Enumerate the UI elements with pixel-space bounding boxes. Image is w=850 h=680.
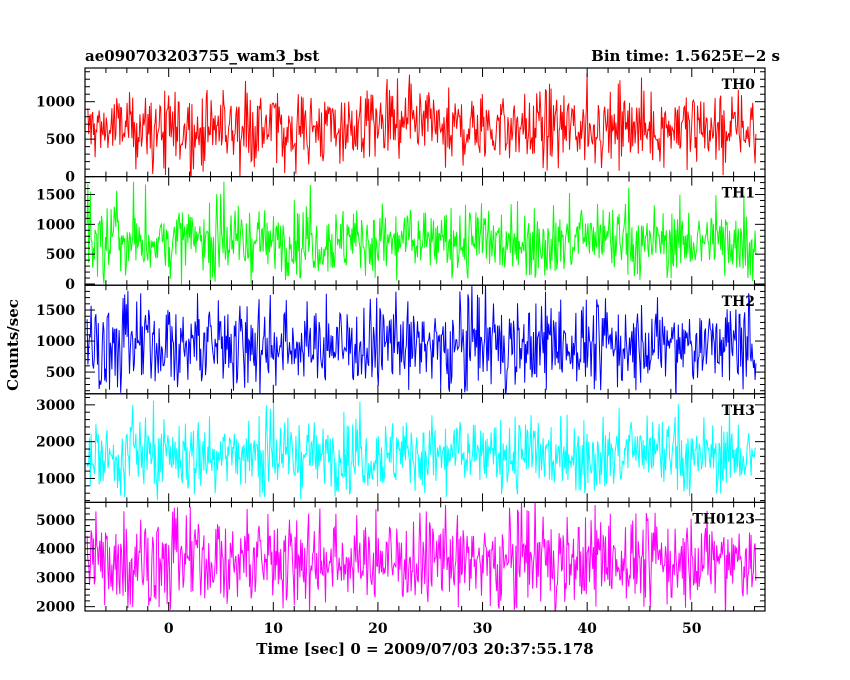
y-tick-label: 1000 (36, 471, 75, 487)
x-tick-label: 40 (577, 621, 597, 637)
series-th2 (86, 285, 757, 394)
y-tick-label: 1000 (36, 217, 75, 233)
x-tick-label: 20 (368, 621, 388, 637)
x-tick-label: 50 (682, 621, 702, 637)
panel-th3: 1000 2000 3000 TH3 (36, 393, 766, 503)
y-tick-label: 2000 (36, 600, 75, 616)
y-tick-label: 5000 (36, 513, 75, 529)
y-tick-label: 0 (65, 170, 75, 186)
panel-th2: 500 1000 1500 TH2 (36, 284, 766, 395)
y-tick-label: 1000 (36, 95, 75, 111)
y-tick-label: 1500 (36, 188, 75, 204)
y-tick-label: 1500 (36, 303, 75, 319)
x-tick-label: 30 (473, 621, 493, 637)
plot-title-right: Bin time: 1.5625E−2 s (591, 47, 780, 65)
panel-th0: 0 500 1000 TH0 (36, 67, 766, 186)
x-tick-label: 0 (164, 621, 174, 637)
panel-label: TH0 (722, 77, 756, 93)
y-tick-label: 4000 (36, 542, 75, 558)
y-tick-label: 1000 (36, 334, 75, 350)
x-axis-label: Time [sec] 0 = 2009/07/03 20:37:55.178 (256, 640, 593, 658)
panel-frame (84, 284, 766, 395)
panel-label: TH0123 (692, 511, 755, 527)
plot-title-left: ae090703203755_wam3_bst (85, 47, 319, 65)
y-tick-label: 0 (65, 277, 75, 293)
y-tick-label: 500 (46, 247, 75, 263)
y-tick-label: 3000 (36, 571, 75, 587)
series-th0123 (86, 502, 757, 611)
panel-th0123: 2000 3000 4000 5000 TH0123 (36, 501, 766, 616)
x-tick-label: 10 (264, 621, 284, 637)
y-axis-label: Counts/sec (4, 299, 22, 391)
panel-label: TH1 (722, 186, 755, 202)
panel-th1: 0 500 1000 1500 TH1 (36, 176, 766, 293)
series-th0 (87, 72, 757, 177)
y-tick-label: 500 (46, 132, 75, 148)
y-tick-label: 2000 (36, 435, 75, 451)
series-th3 (86, 399, 757, 501)
panel-frame (84, 501, 766, 612)
y-tick-label: 500 (46, 365, 75, 381)
series-th1 (86, 181, 757, 286)
panel-label: TH2 (722, 294, 755, 310)
y-tick-label: 3000 (36, 398, 75, 414)
panel-label: TH3 (722, 403, 755, 419)
